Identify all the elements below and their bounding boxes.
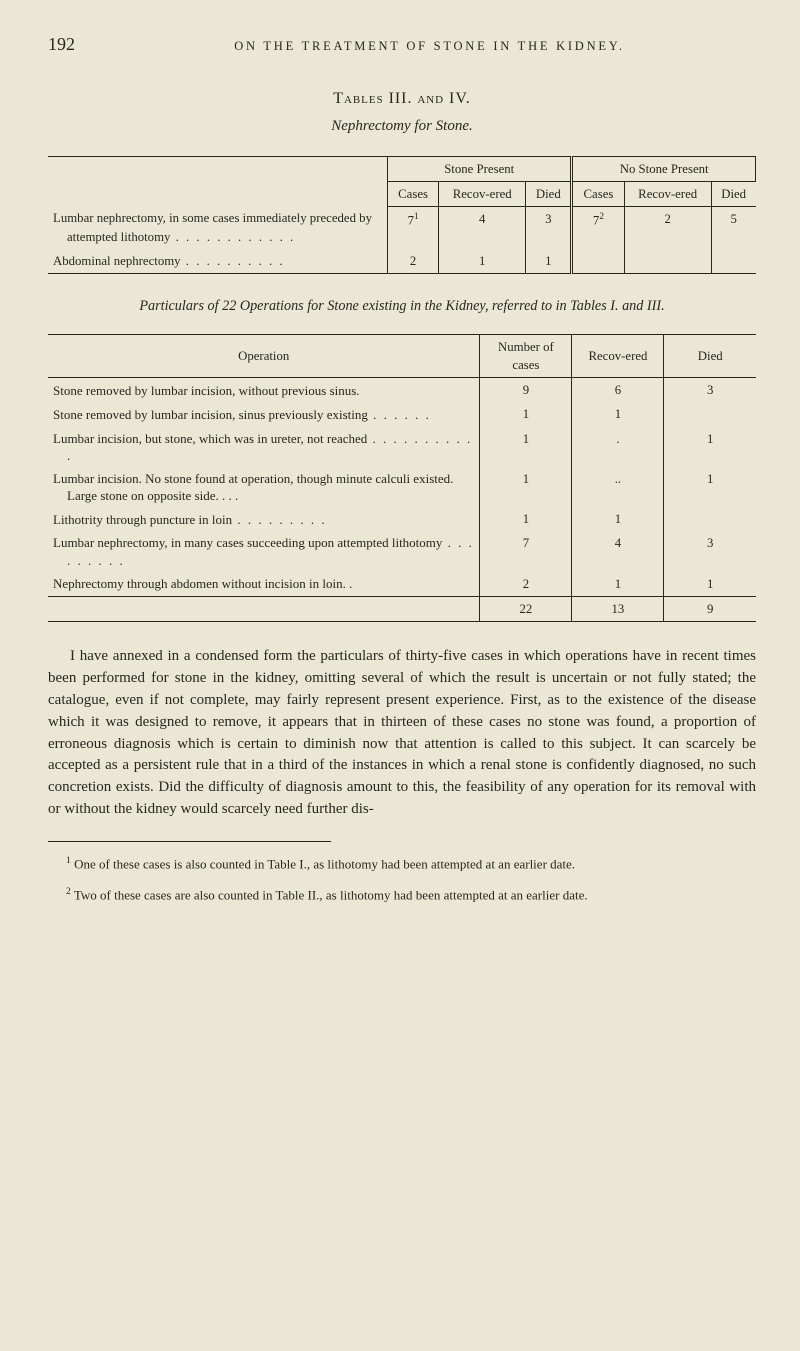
- cell: ..: [572, 467, 664, 507]
- col-died-np: Died: [711, 181, 755, 206]
- col-section-stonepresent: Stone Present: [388, 156, 572, 181]
- cell: [711, 249, 755, 274]
- cell: 1: [439, 249, 526, 274]
- cell: 2: [480, 572, 572, 597]
- cell: 2: [624, 206, 711, 248]
- col-cases-np: Cases: [572, 181, 624, 206]
- cell: 1: [480, 507, 572, 531]
- tables-subtitle: Nephrectomy for Stone.: [48, 116, 756, 137]
- op: Stone removed by lumbar incision, sinus …: [48, 402, 480, 426]
- cell: 9: [480, 378, 572, 403]
- col-section-nostone: No Stone Present: [572, 156, 756, 181]
- cell: 4: [439, 206, 526, 248]
- cell: [664, 507, 756, 531]
- footnote-rule: [48, 841, 331, 842]
- op: Lumbar nephrectomy, in many cases succee…: [48, 531, 480, 571]
- cell: 1: [480, 467, 572, 507]
- body-paragraph: I have annexed in a condensed form the p…: [48, 646, 756, 821]
- col-recov-sp: Recov-ered: [439, 181, 526, 206]
- col-recov-np: Recov-ered: [624, 181, 711, 206]
- cell: 1: [572, 402, 664, 426]
- cell: 4: [572, 531, 664, 571]
- cell: 3: [526, 206, 572, 248]
- op: Nephrectomy through abdomen without inci…: [48, 572, 480, 597]
- col-operation: Operation: [48, 335, 480, 378]
- col-died: Died: [664, 335, 756, 378]
- cell: 3: [664, 531, 756, 571]
- cell: [624, 249, 711, 274]
- cell: [664, 402, 756, 426]
- particulars-heading: Particulars of 22 Operations for Stone e…: [48, 296, 756, 316]
- col-cases-sp: Cases: [388, 181, 439, 206]
- col-died-sp: Died: [526, 181, 572, 206]
- footnote-2: 2 Two of these cases are also counted in…: [48, 886, 756, 904]
- cell: 5: [711, 206, 755, 248]
- row-stub-abdominal: Abdominal nephrectomy . . . . . . . . . …: [48, 249, 388, 274]
- cell: 6: [572, 378, 664, 403]
- total-n: 22: [480, 596, 572, 621]
- row-stub-lumbar: Lumbar nephrectomy, in some cases immedi…: [48, 206, 388, 248]
- op: Lumbar incision, but stone, which was in…: [48, 427, 480, 467]
- footnote-1: 1 One of these cases is also counted in …: [48, 855, 756, 873]
- cell: 1: [572, 507, 664, 531]
- cell: 1: [664, 572, 756, 597]
- cell: 1: [664, 427, 756, 467]
- cell: 1: [526, 249, 572, 274]
- cell: 1: [572, 572, 664, 597]
- total-d: 9: [664, 596, 756, 621]
- op: Lithotrity through puncture in loin . . …: [48, 507, 480, 531]
- cell: 7: [480, 531, 572, 571]
- cell: [572, 249, 624, 274]
- tables-heading: Tables III. and IV.: [48, 88, 756, 111]
- table-nephrectomy: Stone Present No Stone Present Cases Rec…: [48, 156, 756, 274]
- cell: 1: [480, 427, 572, 467]
- cell: 71: [388, 206, 439, 248]
- cell: 1: [480, 402, 572, 426]
- page-header: 192 ON THE TREATMENT OF STONE IN THE KID…: [48, 32, 756, 58]
- cell: 1: [664, 467, 756, 507]
- col-recovered: Recov-ered: [572, 335, 664, 378]
- page-number: 192: [48, 32, 75, 58]
- total-r: 13: [572, 596, 664, 621]
- cell: 2: [388, 249, 439, 274]
- cell: 72: [572, 206, 624, 248]
- cell: .: [572, 427, 664, 467]
- totals-stub: [48, 596, 480, 621]
- table-particulars: Operation Number of cases Recov-ered Die…: [48, 334, 756, 622]
- op: Stone removed by lumbar incision, withou…: [48, 378, 480, 403]
- col-number: Number of cases: [480, 335, 572, 378]
- cell: 3: [664, 378, 756, 403]
- op: Lumbar incision. No stone found at opera…: [48, 467, 480, 507]
- running-head: ON THE TREATMENT OF STONE IN THE KIDNEY.: [103, 38, 756, 56]
